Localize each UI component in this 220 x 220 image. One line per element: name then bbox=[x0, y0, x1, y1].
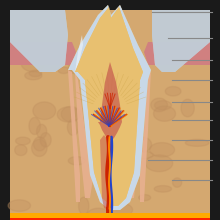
Polygon shape bbox=[93, 152, 107, 166]
Polygon shape bbox=[33, 137, 46, 151]
Polygon shape bbox=[139, 195, 151, 201]
Polygon shape bbox=[152, 10, 210, 72]
Polygon shape bbox=[151, 98, 167, 112]
Polygon shape bbox=[33, 102, 56, 119]
Polygon shape bbox=[154, 186, 172, 192]
Polygon shape bbox=[68, 5, 151, 210]
Polygon shape bbox=[150, 143, 175, 157]
Polygon shape bbox=[126, 127, 145, 136]
Polygon shape bbox=[98, 171, 112, 183]
Polygon shape bbox=[97, 125, 108, 133]
Polygon shape bbox=[129, 151, 153, 159]
Polygon shape bbox=[173, 178, 182, 187]
Polygon shape bbox=[121, 110, 131, 121]
Polygon shape bbox=[165, 86, 181, 96]
Polygon shape bbox=[16, 137, 30, 145]
Polygon shape bbox=[86, 208, 111, 220]
Polygon shape bbox=[108, 203, 133, 216]
Polygon shape bbox=[126, 70, 151, 202]
Polygon shape bbox=[75, 7, 143, 206]
Polygon shape bbox=[10, 10, 68, 72]
Polygon shape bbox=[40, 133, 51, 147]
Polygon shape bbox=[10, 10, 210, 220]
Polygon shape bbox=[57, 107, 80, 122]
Polygon shape bbox=[10, 10, 68, 72]
Polygon shape bbox=[154, 101, 171, 110]
Polygon shape bbox=[181, 99, 194, 117]
Polygon shape bbox=[29, 117, 40, 134]
Polygon shape bbox=[68, 70, 94, 202]
Polygon shape bbox=[10, 42, 76, 65]
Polygon shape bbox=[94, 135, 121, 148]
Polygon shape bbox=[58, 67, 69, 73]
Polygon shape bbox=[10, 215, 210, 220]
Polygon shape bbox=[25, 71, 42, 80]
Polygon shape bbox=[185, 139, 209, 146]
Polygon shape bbox=[67, 119, 79, 136]
Polygon shape bbox=[8, 200, 31, 211]
Polygon shape bbox=[29, 70, 42, 77]
Polygon shape bbox=[21, 56, 44, 72]
Polygon shape bbox=[108, 153, 133, 169]
Polygon shape bbox=[68, 5, 151, 210]
Polygon shape bbox=[145, 155, 173, 172]
Polygon shape bbox=[68, 157, 86, 165]
Polygon shape bbox=[37, 124, 47, 138]
Polygon shape bbox=[61, 106, 80, 122]
Polygon shape bbox=[68, 61, 82, 74]
Polygon shape bbox=[154, 106, 176, 121]
Polygon shape bbox=[75, 35, 83, 72]
Polygon shape bbox=[10, 213, 210, 218]
Polygon shape bbox=[144, 42, 210, 65]
Polygon shape bbox=[85, 54, 111, 69]
Polygon shape bbox=[15, 145, 27, 156]
Polygon shape bbox=[129, 84, 146, 93]
Polygon shape bbox=[152, 10, 210, 72]
Polygon shape bbox=[98, 62, 122, 140]
Polygon shape bbox=[79, 197, 89, 215]
Polygon shape bbox=[116, 161, 135, 168]
Polygon shape bbox=[100, 135, 112, 210]
Polygon shape bbox=[87, 82, 109, 92]
Polygon shape bbox=[132, 137, 152, 152]
Polygon shape bbox=[32, 139, 47, 156]
